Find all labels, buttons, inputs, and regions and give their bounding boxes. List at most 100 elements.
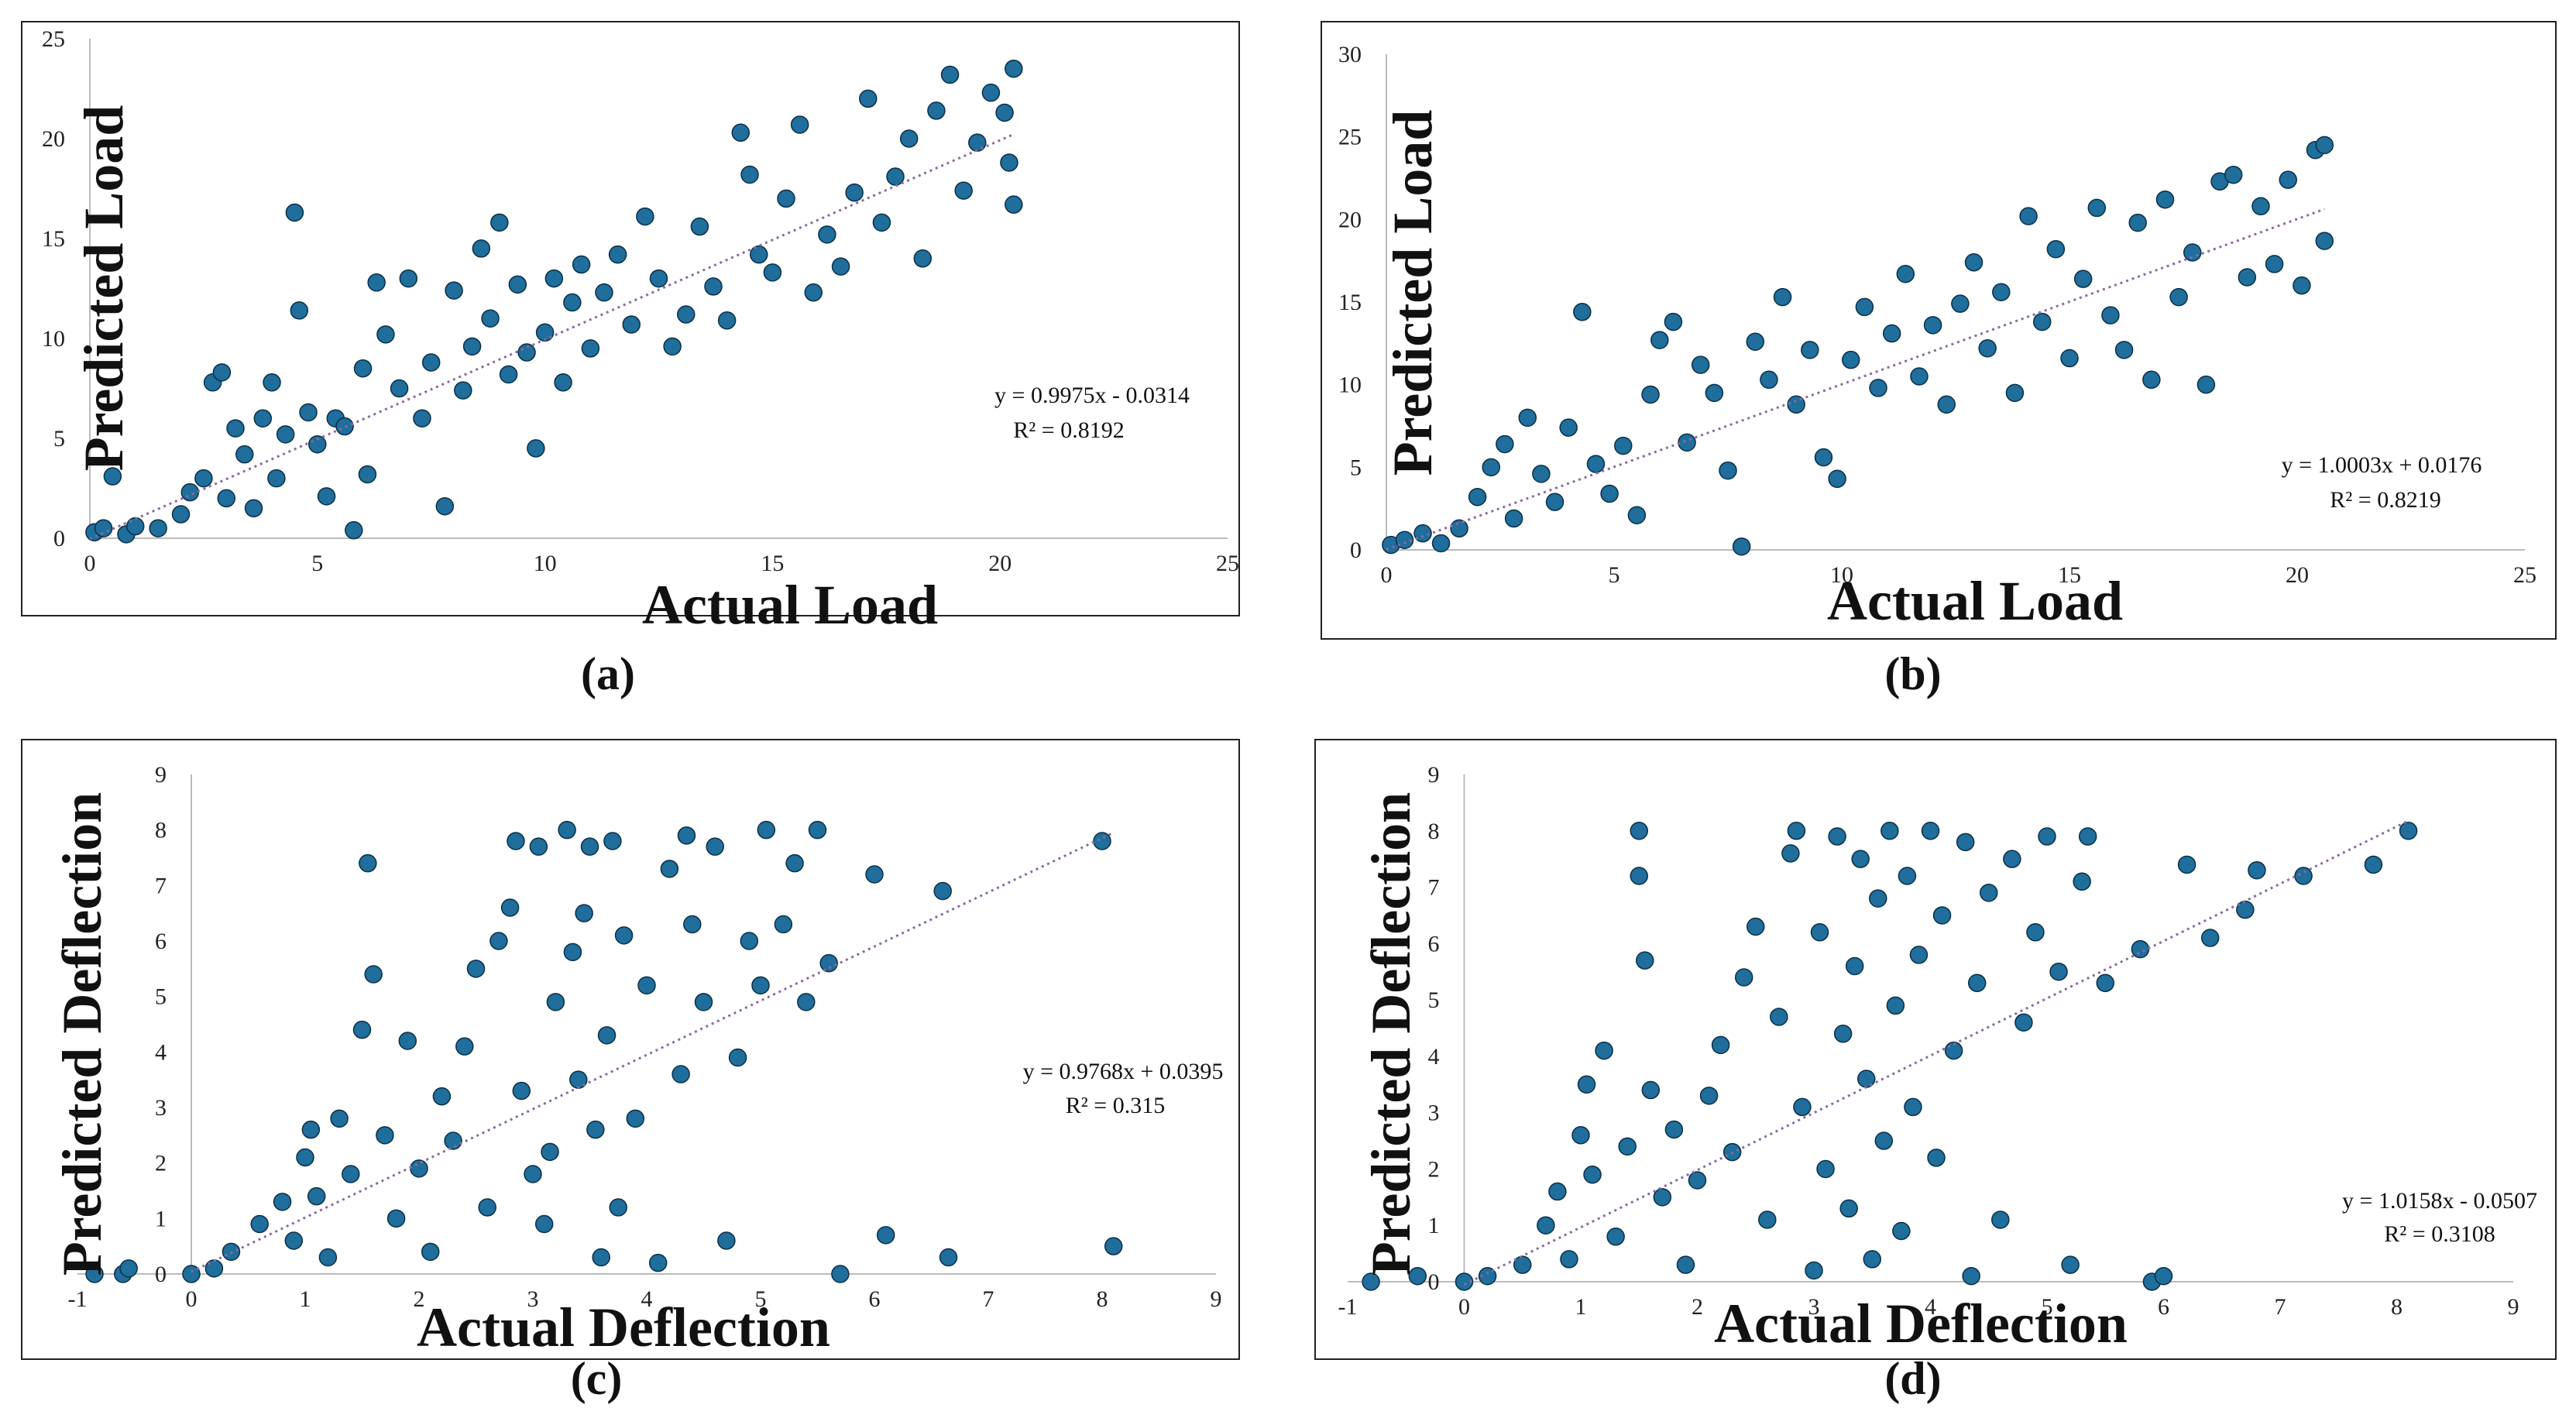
data-point <box>180 482 200 502</box>
x-tick-label: 5 <box>2042 1294 2053 1320</box>
data-point <box>1630 822 1648 840</box>
data-point <box>204 1259 224 1278</box>
data-point <box>1431 534 1451 553</box>
data-point <box>1691 355 1710 374</box>
data-point <box>2265 255 2284 273</box>
data-point <box>2183 243 2202 262</box>
data-point <box>1944 1041 1963 1060</box>
data-point <box>1586 455 1606 473</box>
data-point <box>876 1226 895 1245</box>
data-point <box>636 207 654 226</box>
data-point <box>2142 370 2161 390</box>
data-point <box>421 353 441 372</box>
x-tick-label: 3 <box>527 1286 539 1312</box>
x-tick-label: 9 <box>1211 1286 1222 1312</box>
data-point <box>444 1131 462 1150</box>
data-point <box>263 373 281 392</box>
data-point <box>2169 287 2188 307</box>
data-point <box>777 189 795 208</box>
data-point <box>2177 855 2196 874</box>
data-point <box>933 881 952 901</box>
data-point <box>804 283 823 302</box>
x-axis-title: Actual Deflection <box>417 1296 830 1358</box>
data-point <box>2005 383 2025 403</box>
data-point <box>2078 827 2097 846</box>
data-point <box>250 1214 269 1234</box>
data-point <box>345 520 363 540</box>
data-point <box>1880 822 1899 840</box>
data-point <box>119 1259 138 1278</box>
x-tick-label: 4 <box>641 1286 653 1312</box>
trendline-equation: y = 0.9768x + 0.0395 <box>1023 1059 1224 1084</box>
data-point <box>399 269 418 288</box>
data-point <box>2294 867 2313 885</box>
x-axis-title: Actual Load <box>1827 570 2123 632</box>
data-point <box>432 1087 452 1106</box>
x-tick-label: -1 <box>68 1286 88 1312</box>
data-point <box>595 283 613 302</box>
data-point <box>410 1159 428 1178</box>
data-point <box>1746 332 1765 351</box>
data-point <box>704 277 723 296</box>
x-tick-label: 10 <box>1830 562 1853 588</box>
data-point <box>1904 1097 1922 1117</box>
data-point <box>1801 341 1819 359</box>
chart-panel-a: 0 5 10 15 20 25 0 5 10 15 20 25 y = 0.9975x - 0.0314… <box>21 21 1240 699</box>
data-point <box>1833 1025 1853 1043</box>
data-point <box>597 1026 617 1045</box>
data-point <box>1747 917 1765 936</box>
data-point <box>244 499 263 518</box>
x-tick-label: 0 <box>1381 562 1393 588</box>
data-point <box>317 487 336 506</box>
data-point <box>1478 1266 1497 1286</box>
data-point <box>398 1032 417 1050</box>
data-point <box>563 293 582 312</box>
data-point <box>2251 197 2270 216</box>
y-tick-label: 5 <box>155 984 167 1010</box>
data-point <box>364 965 383 984</box>
data-point <box>660 860 679 878</box>
data-point <box>1630 867 1648 885</box>
y-tick-label: 20 <box>1338 207 1362 232</box>
y-tick-label: 30 <box>1338 42 1362 67</box>
data-point <box>706 837 724 856</box>
data-point <box>335 417 354 436</box>
data-point <box>212 363 232 382</box>
data-point <box>1828 827 1846 846</box>
panel-label: (d) <box>1884 1353 1941 1404</box>
data-point <box>1892 1221 1911 1241</box>
data-point <box>284 1231 304 1250</box>
data-point <box>226 419 245 438</box>
data-point <box>1978 338 1997 358</box>
data-point <box>2224 165 2243 184</box>
data-point <box>939 1248 958 1267</box>
data-point <box>1688 1171 1707 1190</box>
data-point <box>1921 822 1940 840</box>
data-point <box>790 115 809 134</box>
data-point <box>499 365 518 384</box>
data-point <box>558 820 576 840</box>
panel-label: (c) <box>571 1353 623 1404</box>
data-point <box>2026 923 2045 942</box>
y-tick-label: 2 <box>1428 1156 1440 1182</box>
y-axis-title: Predicted Load <box>73 105 135 472</box>
data-point <box>1711 1035 1730 1055</box>
data-point <box>2155 190 2175 209</box>
data-point <box>1560 1250 1578 1269</box>
data-point <box>608 245 627 264</box>
data-point <box>481 309 500 328</box>
data-point <box>2087 198 2107 218</box>
y-tick-label: 15 <box>42 226 65 252</box>
data-point <box>2131 939 2150 959</box>
data-point <box>2236 900 2255 919</box>
chart-panel-c: -1 0 1 2 3 4 5 6 7 8 9 0 1 2 3 4 5 6 7 8 9 y = 0.9768x + 0.03… <box>21 739 1240 1404</box>
r-squared-label: R² = 0.315 <box>1066 1093 1165 1118</box>
data-point <box>2196 375 2216 394</box>
trendline <box>89 133 1015 541</box>
y-tick-label: 3 <box>155 1095 167 1121</box>
x-tick-label: 10 <box>534 551 557 576</box>
data-point <box>1991 1210 2010 1229</box>
data-point <box>1805 1261 1823 1280</box>
data-point <box>750 245 768 264</box>
data-point <box>413 409 431 428</box>
